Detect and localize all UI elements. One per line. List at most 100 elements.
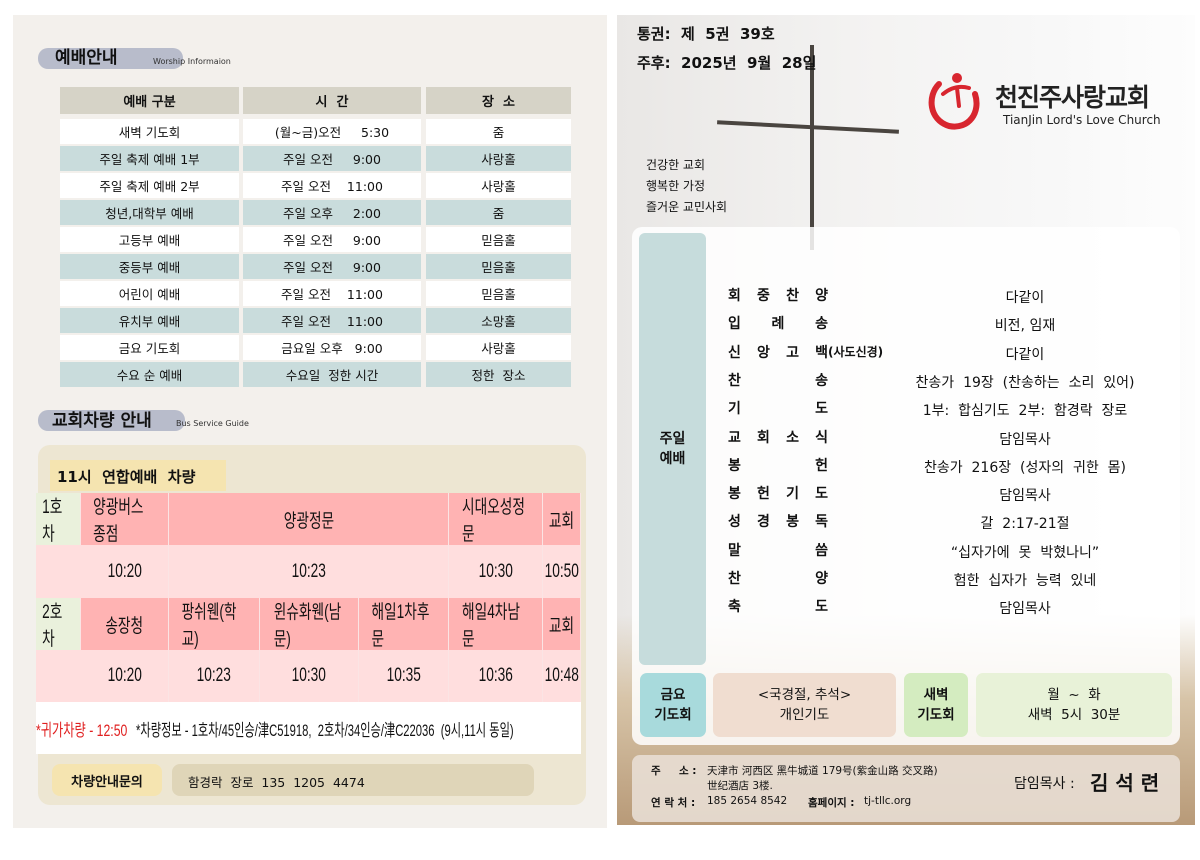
- table-cell: 주일 오전 11:00: [243, 308, 421, 333]
- bus-stop: 교회: [543, 493, 581, 545]
- table-cell: 주일 오전 11:00: [243, 281, 421, 306]
- volume-number: 통권: 제 5권 39호: [637, 25, 775, 43]
- bus-time: 10:48: [543, 650, 581, 702]
- table-cell: 믿음홀: [426, 254, 571, 279]
- label-line: 기도회: [654, 707, 692, 723]
- detail-line: <국경절, 추석>: [757, 687, 852, 703]
- bus-info-note: *차량정보 - 1호차/45인승/津C51918, 2호차/34인승/津C220…: [136, 721, 514, 740]
- bus-time: 10:23: [169, 650, 260, 702]
- church-name: 천진주사랑교회: [995, 83, 1150, 112]
- order-item-value: 갈 2:17-21절: [980, 516, 1070, 533]
- bus-inquiry-contact: 함경락 장로 135 1205 4474: [172, 764, 534, 796]
- table-cell: 정한 장소: [426, 362, 571, 387]
- footer-info: 주 소 : 天津市 河西区 黑牛城道 179号(紫金山路 交叉路) 世纪酒店 3…: [632, 755, 1180, 822]
- pastor-name: 김 석 련: [1090, 771, 1160, 795]
- table-cell: 소망홀: [426, 308, 571, 333]
- table-cell: 주일 오전 9:00: [243, 146, 421, 171]
- label-char: 헌: [815, 457, 828, 474]
- table-cell: 주일 오전 9:00: [243, 254, 421, 279]
- order-item-value: 다같이: [1005, 290, 1045, 306]
- label-char: 신: [728, 344, 741, 361]
- label-char: 양: [815, 571, 828, 587]
- table-cell: 고등부 예배: [60, 227, 239, 252]
- worship-subtitle: Worship Informaion: [153, 57, 231, 66]
- label-char: 입: [728, 316, 741, 333]
- friday-prayer-detail: <국경절, 추석> 개인기도: [713, 673, 896, 737]
- bus-time-text: 10:30: [478, 560, 513, 582]
- table-header: 예배 구분: [60, 87, 239, 114]
- motto-line: 행복한 가정: [646, 179, 706, 193]
- church-logo-icon: [928, 73, 980, 130]
- label-char: 독: [815, 514, 828, 531]
- bus-stop: 팡쉬웬(학교): [169, 598, 260, 650]
- bus-stop: 송장청: [81, 598, 169, 650]
- bus-time-text: 10:30: [291, 665, 327, 686]
- detail-line: 새벽 5시 30분: [1027, 707, 1121, 723]
- bus-time: 10:30: [260, 650, 359, 702]
- bus-stop-text: 윈슈화웬(남문): [273, 602, 342, 650]
- contact-phone: 185 2654 8542: [707, 795, 788, 807]
- label-char: 기: [728, 401, 741, 418]
- table-cell: 새벽 기도회: [60, 119, 239, 144]
- table-cell: 주일 오전 11:00: [243, 173, 421, 198]
- week-date: 주후: 2025년 9월 28일: [637, 54, 817, 72]
- table-cell: 수요 순 예배: [60, 362, 239, 387]
- table-cell: 수요일 정한 시간: [243, 362, 421, 387]
- worship-title-pill: [38, 48, 183, 69]
- bus-inquiry-label: 차량안내문의: [52, 764, 162, 796]
- bus-time-text: 10:20: [107, 560, 142, 582]
- bus-stop: 윈슈화웬(남문): [260, 598, 359, 650]
- bus-stop-text: 양광정문: [283, 510, 334, 532]
- label-char: 봉: [786, 514, 799, 531]
- table-cell: 주일 축제 예배 1부: [60, 146, 239, 171]
- worship-title: 예배안내: [55, 48, 118, 68]
- order-item-value: 담임목사: [999, 488, 1051, 505]
- bus-stop-text: 시대오성정문: [462, 497, 525, 545]
- bus-stop: 교회: [543, 598, 581, 650]
- contact-label: 연 락 처 :: [651, 797, 696, 809]
- label-char: 찬: [728, 372, 741, 389]
- label-char: 봉: [728, 486, 741, 503]
- bus-stop-text: 해일4차남문: [462, 602, 520, 650]
- table-cell: (월~금)오전 5:30: [243, 119, 421, 144]
- cross-horizontal: [717, 120, 899, 134]
- bus-time: 10:50: [543, 545, 581, 598]
- table-cell: 믿음홀: [426, 227, 571, 252]
- table-cell: 믿음홀: [426, 281, 571, 306]
- bus-1-label: 1호차: [36, 493, 81, 545]
- label-char: 백: [815, 344, 828, 361]
- bus-2-label-text: 2호차: [42, 602, 63, 650]
- bus-stop-text: 송장청: [105, 615, 144, 637]
- bus-stop: 양광정문: [169, 493, 449, 545]
- table-cell: 주일 축제 예배 2부: [60, 173, 239, 198]
- bus-stop-text: 양광버스종점: [93, 497, 144, 545]
- table-cell: 유치부 예배: [60, 308, 239, 333]
- order-item: 신 앙 고 백 (사도신경): [728, 342, 883, 362]
- order-item-value: 1부: 합심기도 2부: 함경락 장로: [922, 403, 1128, 420]
- order-panel: [632, 227, 1180, 745]
- bus-time-text: 10:35: [386, 665, 421, 686]
- homepage-link[interactable]: tj-tllc.org: [864, 795, 912, 807]
- label-char: 경: [757, 514, 770, 531]
- label-char: 성: [728, 514, 741, 531]
- order-item-value: 다같이: [1005, 346, 1045, 363]
- bus-title-pill: [38, 410, 185, 431]
- table-cell: 금요 기도회: [60, 335, 239, 360]
- table-cell: 사랑홀: [426, 335, 571, 360]
- motto-line: 즐거운 교민사회: [646, 200, 728, 214]
- address-line: 天津市 河西区 黑牛城道 179号(紫金山路 交叉路): [707, 765, 938, 777]
- church-motto: 건강한 교회 행복한 가정 즐거운 교민사회: [646, 155, 727, 218]
